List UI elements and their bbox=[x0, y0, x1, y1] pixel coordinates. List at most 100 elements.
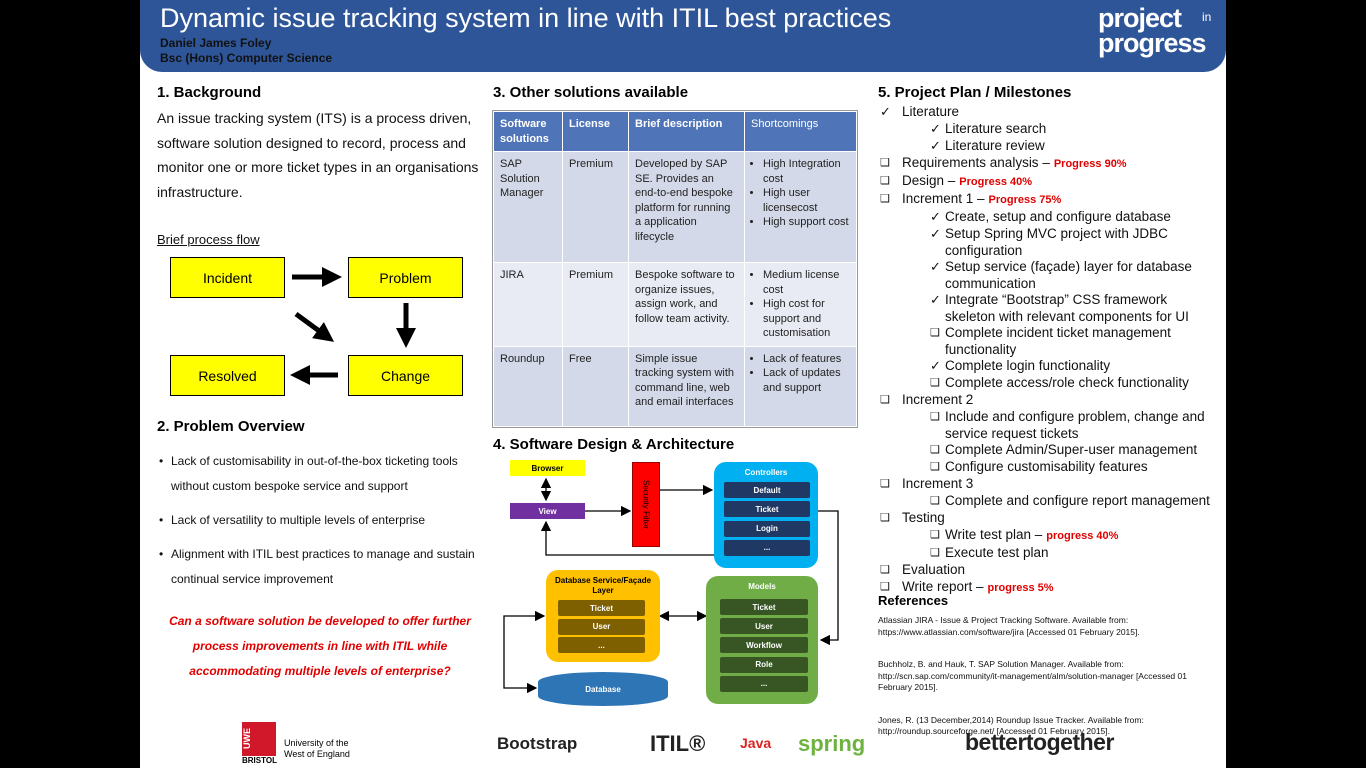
uwe-city: BRISTOL bbox=[242, 756, 277, 765]
plan-text: Execute test plan bbox=[945, 545, 1049, 560]
heading: 2. Problem Overview bbox=[157, 418, 305, 435]
solutions-table: Software solutions License Brief descripti… bbox=[492, 110, 858, 428]
plan-mark: ✓ bbox=[930, 259, 941, 274]
group-item: User bbox=[720, 618, 808, 635]
table-cell: Developed by SAP SE. Provides an end-to-… bbox=[628, 151, 745, 263]
plan-mark: ❑ bbox=[930, 377, 940, 389]
security-filter: Security Filter bbox=[632, 462, 660, 547]
database: Database bbox=[538, 672, 668, 706]
group-item: Default bbox=[724, 482, 810, 498]
table-cell: Premium bbox=[562, 151, 629, 263]
plan-text: Write report – bbox=[902, 579, 984, 594]
plan-mark: ❑ bbox=[880, 478, 890, 490]
plan-mark: ❑ bbox=[930, 461, 940, 473]
degree: Bsc (Hons) Computer Science bbox=[160, 51, 333, 65]
plan-item: Increment 3 bbox=[902, 476, 1220, 493]
plan-item: Write report – progress 5% bbox=[902, 579, 1220, 597]
group-title: Models bbox=[748, 582, 776, 591]
bullet: • bbox=[159, 454, 164, 468]
arrow bbox=[503, 610, 546, 694]
question: Can a software solution be developed to … bbox=[169, 614, 471, 678]
plan-mark: ❑ bbox=[930, 547, 940, 559]
plan-mark: ❑ bbox=[930, 444, 940, 456]
shortcoming-list: High Integration costHigh user licenseco… bbox=[751, 157, 850, 230]
browser: Browser bbox=[510, 460, 585, 476]
shortcoming: Lack of features bbox=[763, 352, 850, 367]
plan-text: Increment 1 – bbox=[902, 191, 985, 206]
shortcoming: High cost for support and customisation bbox=[763, 297, 850, 341]
plan-item: Design – Progress 40% bbox=[902, 173, 1220, 191]
plan-mark: ✓ bbox=[930, 226, 941, 241]
bullet-item: • Lack of customisability in out-of-the-b… bbox=[157, 449, 482, 499]
table-cell: Roundup bbox=[493, 345, 563, 427]
heading: 3. Other solutions available bbox=[493, 84, 689, 101]
plan-text: Complete incident ticket management func… bbox=[945, 325, 1171, 357]
plan-item: Testing bbox=[902, 510, 1220, 527]
plan-item: Increment 2 bbox=[902, 392, 1220, 409]
shortcoming: High user licensecost bbox=[763, 186, 850, 215]
bullet-text: Lack of versatility to multiple levels o… bbox=[171, 513, 426, 527]
plan-mark: ✓ bbox=[930, 209, 941, 224]
reference: Buchholz, B. and Hauk, T. SAP Solution M… bbox=[878, 659, 1187, 692]
group-title: Database Service/Façade Layer bbox=[554, 576, 652, 595]
arrow bbox=[818, 510, 839, 646]
plan-item: Write test plan – progress 40% bbox=[945, 527, 1220, 545]
plan-item: Complete access/role check functionality bbox=[945, 375, 1220, 392]
logo: Bootstrap bbox=[497, 733, 578, 753]
plan-text: Design – bbox=[902, 173, 956, 188]
plan-item: Setup Spring MVC project with JDBC confi… bbox=[945, 226, 1220, 259]
partner-logo: bettertogether bbox=[965, 729, 1114, 755]
shortcoming: Lack of updates and support bbox=[763, 366, 850, 395]
plan-progress: Progress 40% bbox=[959, 176, 1033, 188]
group-item: Ticket bbox=[558, 600, 645, 616]
uwe-badge: UWE bbox=[242, 722, 276, 756]
group-item: Workflow bbox=[720, 637, 808, 654]
group-item: User bbox=[558, 618, 645, 635]
plan-mark: ✓ bbox=[880, 104, 891, 119]
plan-item: Integrate “Bootstrap” CSS framework skel… bbox=[945, 292, 1220, 325]
heading: References bbox=[878, 593, 949, 608]
plan-item: Complete and configure report management bbox=[945, 493, 1220, 510]
plan-item: Literature review bbox=[945, 138, 1220, 155]
plan-text: Create, setup and configure database bbox=[945, 209, 1171, 224]
plan-mark: ❑ bbox=[880, 193, 890, 205]
table-cell: Lack of featuresLack of updates and supp… bbox=[744, 345, 857, 427]
plan-text: Complete Admin/Super-user management bbox=[945, 442, 1198, 457]
reference-list: Atlassian JIRA - Issue & Project Trackin… bbox=[878, 615, 1218, 759]
plan-item: Evaluation bbox=[902, 562, 1220, 579]
plan-text: Complete access/role check functionality bbox=[945, 375, 1189, 390]
group-item: Login bbox=[724, 520, 810, 537]
plan-text: Literature search bbox=[945, 121, 1047, 136]
logo: ITIL® bbox=[650, 731, 706, 756]
plan-mark: ❑ bbox=[880, 581, 890, 593]
plan-text: Complete login functionality bbox=[945, 358, 1111, 373]
plan-item: Requirements analysis – Progress 90% bbox=[902, 155, 1220, 173]
shortcoming-list: Medium license costHigh cost for support… bbox=[751, 268, 850, 341]
shortcoming: High Integration cost bbox=[763, 157, 850, 186]
bullet-item: • Lack of versatility to multiple levels … bbox=[157, 508, 482, 533]
bullet: • bbox=[159, 513, 164, 527]
plan-mark: ❑ bbox=[930, 411, 940, 423]
plan-text: Increment 3 bbox=[902, 476, 974, 491]
plan-mark: ❑ bbox=[930, 327, 940, 339]
header-row: Software solutions License Brief descripti… bbox=[493, 111, 857, 152]
table-cell: Premium bbox=[562, 262, 629, 347]
table-cell: Bespoke software to organize issues, ass… bbox=[628, 262, 745, 347]
table-cell: Medium license costHigh cost for support… bbox=[744, 262, 857, 347]
group-item: Ticket bbox=[720, 599, 808, 615]
plan-text: Literature bbox=[902, 104, 960, 119]
reference: Atlassian JIRA - Issue & Project Trackin… bbox=[878, 615, 1140, 637]
heading: 5. Project Plan / Milestones bbox=[878, 84, 1072, 101]
title: Dynamic issue tracking system in line wi… bbox=[160, 3, 892, 33]
bullet-item: • Alignment with ITIL best practices to m… bbox=[157, 542, 482, 592]
plan-mark: ❑ bbox=[880, 175, 890, 187]
plan-item: Configure customisability features bbox=[945, 459, 1220, 476]
heading: 4. Software Design & Architecture bbox=[493, 436, 735, 453]
group-item: Role bbox=[720, 656, 808, 673]
logo-in: in bbox=[1202, 10, 1212, 24]
plan-text: Requirements analysis – bbox=[902, 155, 1050, 170]
table-cell: High Integration costHigh user licenseco… bbox=[744, 151, 857, 263]
arrow bbox=[540, 520, 714, 556]
plan-item: Setup service (façade) layer for databas… bbox=[945, 259, 1220, 292]
